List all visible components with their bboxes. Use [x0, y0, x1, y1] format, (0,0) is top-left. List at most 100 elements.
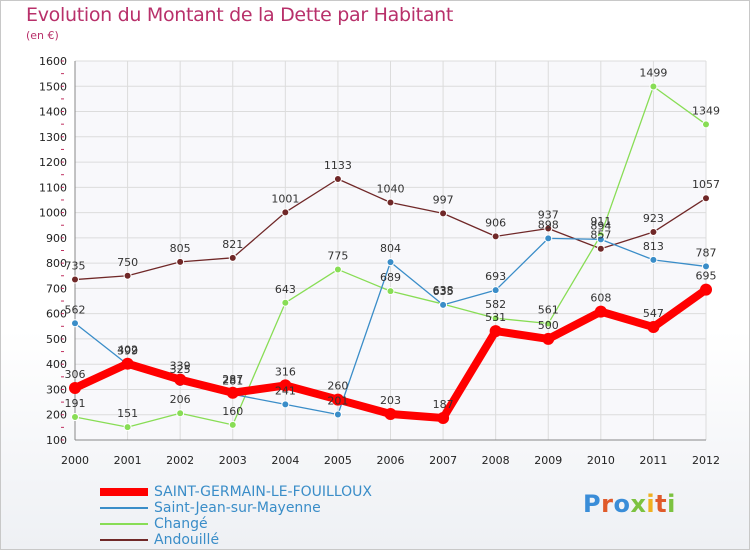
data-label: 561 [538, 304, 559, 317]
data-point [647, 321, 660, 334]
legend-label: Saint-Jean-sur-Mayenne [154, 500, 321, 516]
data-label: 562 [65, 303, 86, 316]
x-tick-label: 2007 [429, 454, 457, 467]
data-point [331, 393, 344, 406]
legend: SAINT-GERMAIN-LE-FOUILLOUX Saint-Jean-su… [100, 484, 372, 548]
y-tick-label: 1100 [39, 181, 67, 194]
data-label: 187 [433, 398, 454, 411]
data-label: 399 [117, 344, 138, 357]
y-tick-label: 1400 [39, 106, 67, 119]
legend-label: Changé [154, 516, 208, 532]
data-point [386, 198, 395, 207]
data-label: 325 [170, 363, 191, 376]
data-label: 608 [590, 292, 611, 305]
legend-item-saint-jean: Saint-Jean-sur-Mayenne [100, 500, 372, 516]
data-label: 906 [485, 216, 506, 229]
data-label: 911 [590, 215, 611, 228]
legend-swatch [100, 507, 148, 509]
data-point [123, 271, 132, 280]
data-point [542, 332, 555, 345]
data-point [649, 255, 658, 264]
x-tick-label: 2009 [534, 454, 562, 467]
data-label: 1349 [692, 104, 720, 117]
data-point [226, 386, 239, 399]
data-point [491, 232, 500, 241]
legend-swatch [100, 523, 148, 525]
data-label: 638 [433, 284, 454, 297]
x-tick-label: 2002 [166, 454, 194, 467]
y-tick-label: 200 [46, 409, 67, 422]
data-point [544, 319, 553, 328]
data-label: 531 [485, 311, 506, 324]
x-tick-label: 2012 [692, 454, 720, 467]
data-point [596, 235, 605, 244]
data-point [281, 298, 290, 307]
data-label: 857 [590, 229, 611, 242]
data-label: 1001 [271, 192, 299, 205]
y-tick-label: 300 [46, 383, 67, 396]
data-label: 775 [327, 249, 348, 262]
x-tick-label: 2001 [114, 454, 142, 467]
data-point [121, 357, 134, 370]
data-label: 206 [170, 393, 191, 406]
data-label: 695 [696, 270, 717, 283]
data-point [384, 407, 397, 420]
data-label: 281 [222, 374, 243, 387]
data-point [71, 413, 79, 422]
data-point [702, 120, 710, 129]
data-label: 923 [643, 212, 664, 225]
x-tick-label: 2004 [271, 454, 299, 467]
y-tick-label: 600 [46, 308, 67, 321]
data-label: 201 [327, 394, 348, 407]
data-label: 997 [433, 193, 454, 206]
data-label: 693 [485, 270, 506, 283]
legend-swatch [100, 488, 148, 496]
y-tick-label: 800 [46, 257, 67, 270]
x-tick-label: 2006 [377, 454, 405, 467]
data-label: 1499 [639, 67, 667, 80]
data-point [176, 409, 185, 418]
data-point [596, 244, 605, 253]
data-label: 937 [538, 209, 559, 222]
data-label: 821 [222, 238, 243, 251]
data-point [439, 209, 448, 218]
data-label: 750 [117, 256, 138, 269]
data-label: 260 [327, 380, 348, 393]
legend-swatch [100, 539, 148, 541]
data-point [491, 314, 500, 323]
y-tick-label: 1000 [39, 207, 67, 220]
data-label: 316 [275, 365, 296, 378]
data-point [544, 224, 553, 233]
chart-title: Evolution du Montant de la Dette par Hab… [26, 4, 454, 26]
data-point [594, 305, 607, 318]
data-point [71, 275, 79, 284]
data-label: 151 [117, 407, 138, 420]
data-point [386, 287, 395, 296]
data-point [174, 373, 187, 386]
data-label: 1040 [377, 182, 405, 195]
data-point [702, 262, 710, 271]
x-tick-label: 2003 [219, 454, 247, 467]
data-label: 241 [275, 384, 296, 397]
data-point [649, 228, 658, 237]
data-label: 1057 [692, 178, 720, 191]
data-label: 805 [170, 242, 191, 255]
data-point [702, 194, 710, 203]
data-label: 643 [275, 283, 296, 296]
data-point [544, 234, 553, 243]
legend-item-saint-germain: SAINT-GERMAIN-LE-FOUILLOUX [100, 484, 372, 500]
y-tick-label: 500 [46, 333, 67, 346]
proxiti-logo: Proxiti [583, 490, 676, 518]
data-label: 1133 [324, 159, 352, 172]
data-point [649, 82, 658, 91]
data-point [281, 208, 290, 217]
data-label: 582 [485, 298, 506, 311]
data-point [176, 257, 185, 266]
data-point [123, 423, 132, 432]
data-point [439, 300, 448, 309]
data-label: 287 [222, 373, 243, 386]
data-point [279, 379, 292, 392]
data-label: 306 [65, 368, 86, 381]
data-point [437, 412, 450, 425]
